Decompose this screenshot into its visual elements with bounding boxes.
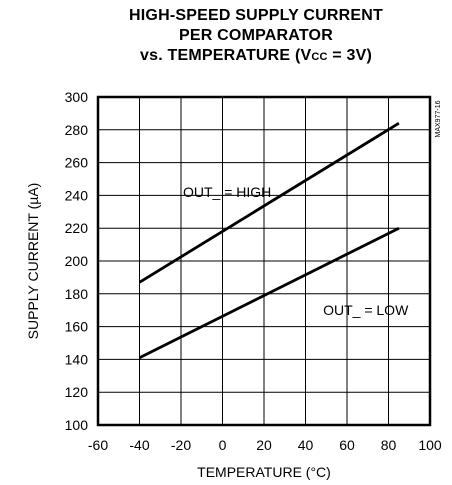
- y-tick-label: 260: [65, 155, 89, 171]
- series-line-low: [138, 226, 400, 360]
- x-tick-label: -40: [129, 437, 149, 453]
- x-tick-label: 40: [298, 437, 314, 453]
- y-tick-label: 240: [65, 187, 89, 203]
- y-tick-label: 280: [65, 122, 89, 138]
- chart-title: HIGH-SPEED SUPPLY CURRENT PER COMPARATOR…: [60, 6, 452, 67]
- x-tick-label: 0: [219, 437, 227, 453]
- series-label-high: OUT_ = HIGH: [183, 184, 271, 200]
- x-tick-label: -20: [171, 437, 191, 453]
- series-line-high: [138, 122, 400, 284]
- y-tick-label: 180: [65, 286, 89, 302]
- x-tick-labels: -60 -40 -20 0 20 40 60 80 100: [88, 437, 442, 453]
- plot-frame: [96, 95, 432, 427]
- x-tick-label: 20: [256, 437, 272, 453]
- x-tick-label: 60: [339, 437, 355, 453]
- title-line-1: HIGH-SPEED SUPPLY CURRENT: [129, 7, 383, 24]
- title-line-3-post: = 3V): [327, 47, 372, 64]
- y-tick-label: 160: [65, 319, 89, 335]
- y-tick-label: 220: [65, 220, 89, 236]
- title-line-2: PER COMPARATOR: [179, 27, 333, 44]
- y-tick-label: 140: [65, 351, 89, 367]
- y-tick-label: 200: [65, 253, 89, 269]
- y-tick-label: 300: [65, 89, 89, 105]
- x-tick-label: 80: [381, 437, 397, 453]
- y-tick-labels: 100 120 140 160 180 200 220 240 260 280 300: [65, 89, 89, 433]
- x-tick-label: -60: [88, 437, 108, 453]
- x-tick-label: 100: [418, 437, 442, 453]
- y-tick-label: 100: [65, 417, 89, 433]
- figure-id-mark: MAX977-16: [435, 100, 442, 137]
- title-line-3-sub: CC: [311, 51, 328, 63]
- title-line-3: vs. TEMPERATURE (VCC = 3V): [60, 46, 452, 67]
- title-line-3-pre: vs. TEMPERATURE (V: [140, 47, 312, 64]
- y-axis-label: SUPPLY CURRENT (µA): [25, 183, 41, 340]
- grid: [98, 97, 430, 425]
- x-axis-label: TEMPERATURE (°C): [197, 464, 331, 480]
- series-label-low: OUT_ = LOW: [323, 302, 409, 318]
- series-lines: [138, 122, 400, 360]
- y-tick-label: 120: [65, 384, 89, 400]
